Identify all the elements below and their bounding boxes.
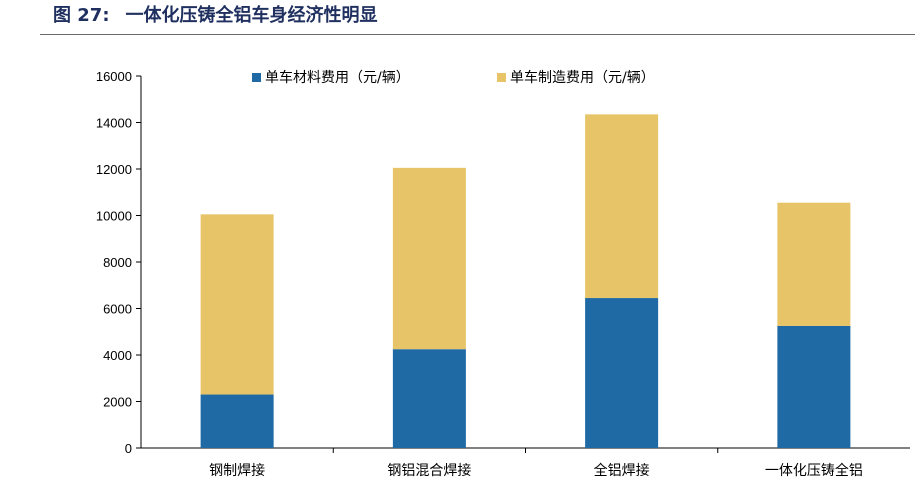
figure-title-text: 一体化压铸全铝车身经济性明显 — [125, 5, 378, 26]
y-tick-label: 4000 — [103, 348, 132, 363]
bar-material-cost — [392, 349, 466, 448]
legend-label: 单车材料费用（元/辆） — [265, 69, 410, 86]
y-tick-label: 14000 — [96, 116, 132, 131]
bar-manufacturing-cost — [777, 202, 851, 326]
bar-manufacturing-cost — [392, 167, 466, 350]
bar-manufacturing-cost — [200, 214, 274, 395]
legend-swatch — [252, 73, 261, 82]
title-divider — [40, 34, 915, 35]
x-category-label: 全铝焊接 — [594, 462, 650, 479]
y-tick-label: 2000 — [103, 395, 132, 410]
bar-material-cost — [200, 394, 274, 448]
bar-material-cost — [777, 325, 851, 448]
bar-material-cost — [585, 298, 659, 448]
y-tick-label: 0 — [125, 441, 132, 456]
legend-swatch — [497, 73, 506, 82]
y-tick-label: 8000 — [103, 255, 132, 270]
legend-label: 单车制造费用（元/辆） — [510, 69, 655, 86]
x-category-label: 钢铝混合焊接 — [387, 462, 471, 479]
y-tick-label: 12000 — [96, 162, 132, 177]
x-category-label: 一体化压铸全铝 — [765, 462, 863, 479]
figure-label: 图 27: — [53, 5, 110, 26]
y-tick-label: 10000 — [96, 209, 132, 224]
y-tick-label: 16000 — [96, 69, 132, 84]
figure-title: 图 27: 一体化压铸全铝车身经济性明显 — [53, 3, 378, 29]
y-tick-label: 6000 — [103, 302, 132, 317]
x-category-label: 钢制焊接 — [209, 462, 265, 479]
bar-manufacturing-cost — [585, 114, 659, 299]
